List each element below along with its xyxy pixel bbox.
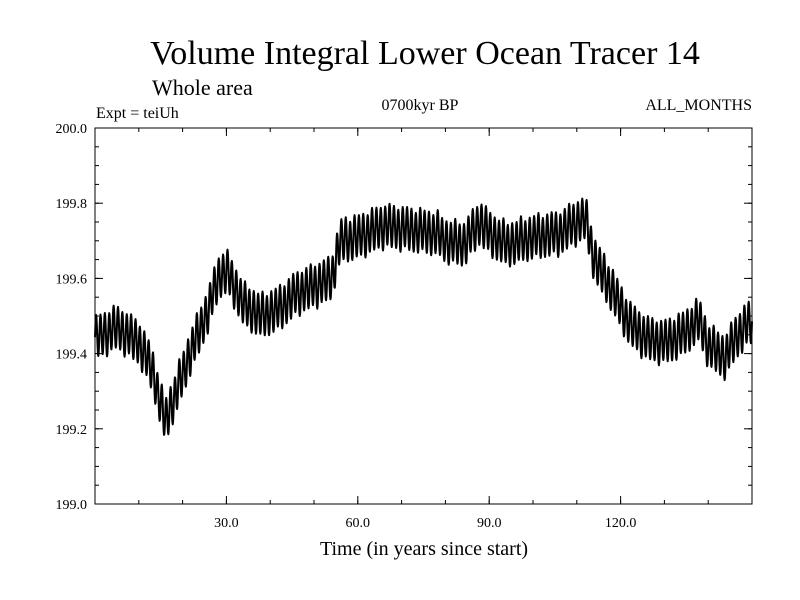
x-tick-label: 120.0 [605, 516, 637, 531]
x-tick-label: 30.0 [214, 516, 239, 531]
plot-frame [94, 127, 753, 505]
y-tick-label: 199.6 [56, 272, 88, 287]
period-label: 0700kyr BP [382, 97, 459, 114]
experiment-label: Expt = teiUh [96, 105, 179, 122]
y-tick-label: 199.0 [56, 498, 88, 513]
y-tick-label: 199.2 [56, 423, 88, 438]
x-axis: 30.0 60.0 90.0 120.0 [138, 128, 709, 531]
y-tick-label: 199.4 [56, 348, 88, 363]
x-axis-label: Time (in years since start) [320, 538, 528, 560]
chart-subtitle: Whole area [152, 75, 253, 100]
plot-area [94, 127, 753, 505]
x-tick-label: 90.0 [477, 516, 502, 531]
y-tick-label: 199.8 [56, 197, 88, 212]
chart-title: Volume Integral Lower Ocean Tracer 14 [150, 35, 700, 72]
x-tick-label: 60.0 [346, 516, 371, 531]
series-line [94, 197, 753, 436]
y-axis: 199.0 199.2 199.4 199.6 199.8 200.0 [56, 122, 752, 513]
months-label: ALL_MONTHS [645, 97, 752, 114]
y-tick-label: 200.0 [56, 122, 88, 137]
